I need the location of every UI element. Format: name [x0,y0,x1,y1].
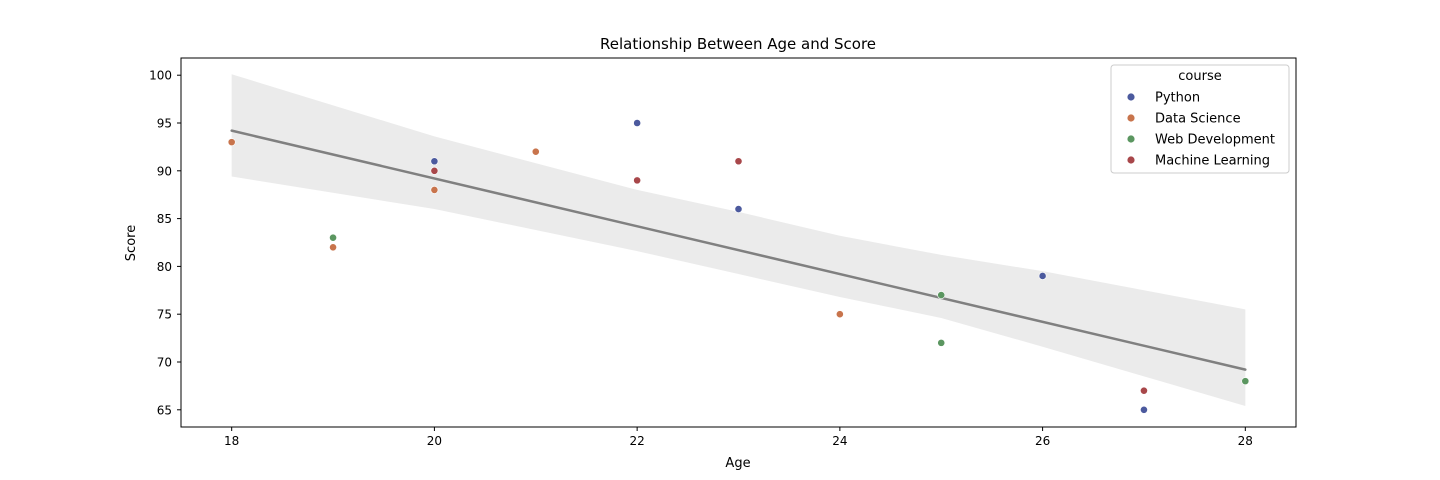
x-tick-label: 18 [224,434,239,448]
chart-title: Relationship Between Age and Score [600,35,876,53]
data-point-data-science [329,243,337,252]
legend-items: Python Data Science Web Development Machine… [1127,91,1275,169]
data-point-python [734,205,743,213]
x-tick-label: 22 [629,434,644,448]
legend-marker [1127,93,1135,101]
legend-label: Machine Learning [1155,154,1270,169]
x-tick-label: 28 [1238,434,1253,448]
data-point-data-science [531,147,540,156]
data-point-python [1038,272,1047,280]
y-tick-label: 75 [157,308,172,322]
regression-line [230,129,1247,371]
data-point-data-science [835,310,844,319]
confidence-band [231,74,1246,406]
y-tick-label: 70 [157,355,172,369]
x-axis-label: Age [725,456,750,471]
data-point-machine-learning [633,176,642,185]
data-point-machine-learning [734,157,743,166]
y-tick-label: 100 [149,69,172,83]
y-tick-label: 90 [157,164,172,178]
x-axis-ticks: 18 20 22 24 26 28 [224,427,1253,448]
legend-box [1110,64,1290,174]
y-tick-label: 80 [157,260,172,274]
y-axis-ticks: 65 70 75 80 85 90 95 100 [149,69,181,417]
data-point-data-science [430,186,439,194]
data-point-data-science [227,138,236,147]
data-point-machine-learning [1140,386,1148,395]
data-point-python [430,157,439,166]
data-point-python [633,119,642,127]
x-tick-label: 26 [1035,434,1050,448]
legend-marker [1127,135,1135,143]
y-tick-label: 85 [157,212,172,226]
legend-label: Python [1155,91,1200,106]
y-tick-label: 95 [157,117,172,131]
legend: course Python Data Science Web Development… [1110,64,1290,174]
legend-marker [1127,114,1135,122]
data-point-web-development [937,291,946,299]
confidence-band-layer [231,74,1246,406]
legend-label: Data Science [1155,112,1241,127]
data-point-web-development [329,233,337,242]
legend-marker [1127,156,1135,164]
data-point-machine-learning [430,166,439,175]
data-point-web-development [937,338,946,347]
y-tick-label: 65 [157,403,172,417]
regression-line-layer [230,129,1247,371]
x-tick-label: 24 [832,434,847,448]
x-tick-label: 20 [427,434,442,448]
data-point-python [1140,405,1148,414]
data-points-layer [227,119,1250,414]
legend-title: course [1178,69,1221,84]
data-point-web-development [1241,377,1250,386]
legend-label: Web Development [1155,133,1275,148]
y-axis-label: Score [124,225,139,261]
plot-frame [180,57,1297,428]
